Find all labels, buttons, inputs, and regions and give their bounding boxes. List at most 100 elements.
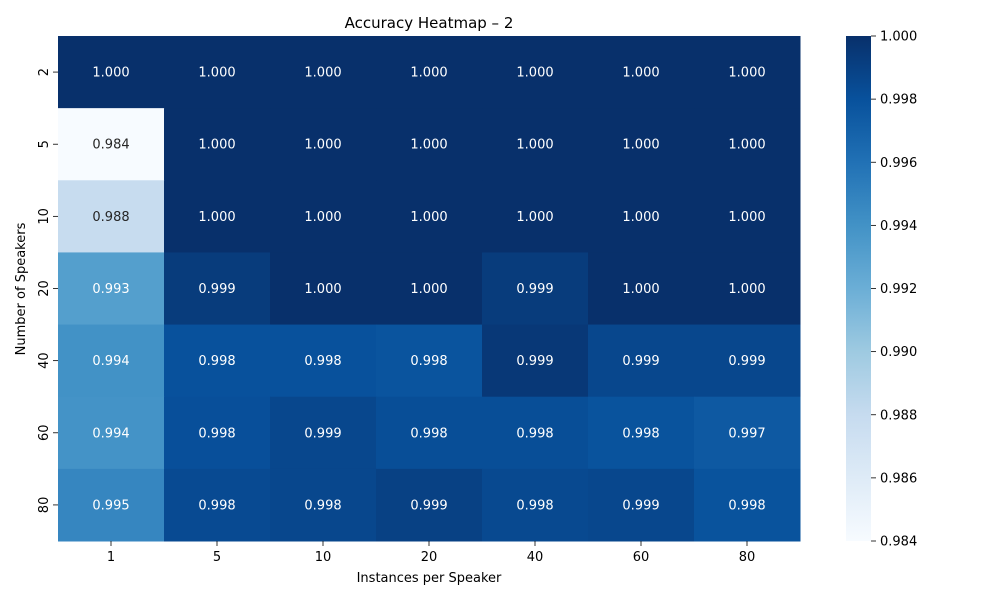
cell-value-label: 0.999 bbox=[622, 354, 659, 369]
heatmap-cell bbox=[482, 396, 589, 470]
y-tick-label: 5 bbox=[37, 140, 52, 148]
x-tick-label: 10 bbox=[315, 550, 332, 565]
heatmap-cell bbox=[694, 396, 801, 470]
cell-value-label: 0.998 bbox=[728, 498, 765, 513]
cell-value-label: 0.998 bbox=[410, 354, 447, 369]
cell-value-label: 1.000 bbox=[304, 66, 341, 81]
y-tick-label: 80 bbox=[37, 497, 52, 514]
cell-value-label: 0.988 bbox=[92, 210, 129, 225]
heatmap-cell bbox=[58, 180, 165, 253]
heatmap-cell bbox=[270, 36, 377, 109]
colorbar-tick-label: 0.984 bbox=[880, 535, 917, 550]
heatmap-cell bbox=[376, 180, 483, 253]
heatmap-cell bbox=[482, 324, 589, 398]
cell-value-label: 1.000 bbox=[410, 210, 447, 225]
heatmap-cell bbox=[164, 108, 271, 181]
y-tick-label: 10 bbox=[37, 208, 52, 225]
heatmap-cell bbox=[588, 180, 695, 253]
heatmap-cell bbox=[482, 108, 589, 181]
heatmap-cell bbox=[376, 324, 483, 398]
cell-value-label: 0.998 bbox=[410, 426, 447, 441]
y-tick-label: 20 bbox=[37, 280, 52, 297]
cell-value-label: 0.994 bbox=[92, 426, 129, 441]
cell-value-label: 1.000 bbox=[728, 66, 765, 81]
heatmap-cell bbox=[482, 180, 589, 253]
heatmap-cell bbox=[58, 36, 165, 109]
cell-value-label: 0.998 bbox=[516, 498, 553, 513]
cell-value-label: 1.000 bbox=[728, 138, 765, 153]
heatmap-cell bbox=[376, 36, 483, 109]
cell-value-label: 0.999 bbox=[410, 498, 447, 513]
y-axis-label: Number of Speakers bbox=[14, 222, 29, 355]
heatmap-cell bbox=[270, 468, 377, 542]
cell-value-label: 0.999 bbox=[516, 282, 553, 297]
x-tick-label: 60 bbox=[633, 550, 650, 565]
colorbar: 0.984 0.986 0.988 0.990 0.992 0.994 0.996 0.998… bbox=[846, 30, 917, 550]
cell-value-label: 1.000 bbox=[410, 138, 447, 153]
heatmap-cell bbox=[694, 36, 801, 109]
colorbar-tick-label: 1.000 bbox=[880, 30, 917, 45]
heatmap-cell bbox=[588, 36, 695, 109]
heatmap-cell bbox=[270, 396, 377, 470]
heatmap-cell bbox=[58, 108, 165, 181]
heatmap-cell bbox=[694, 252, 801, 326]
heatmap-cell bbox=[164, 180, 271, 253]
cell-value-label: 1.000 bbox=[728, 210, 765, 225]
y-tick-label: 2 bbox=[37, 68, 52, 76]
colorbar-tick-label: 0.986 bbox=[880, 471, 917, 486]
heatmap-cell bbox=[588, 468, 695, 542]
colorbar-tick-label: 0.990 bbox=[880, 345, 917, 360]
cell-value-label: 0.998 bbox=[622, 426, 659, 441]
colorbar-ticks: 0.984 0.986 0.988 0.990 0.992 0.994 0.996 0.998… bbox=[871, 30, 917, 550]
heatmap-cell bbox=[164, 396, 271, 470]
y-tick-label: 60 bbox=[37, 425, 52, 442]
heatmap-cell bbox=[58, 324, 165, 398]
cell-value-label: 0.998 bbox=[304, 498, 341, 513]
cell-value-label: 0.999 bbox=[516, 354, 553, 369]
cell-value-label: 0.994 bbox=[92, 354, 129, 369]
x-axis-ticks: 1 5 10 20 40 60 80 bbox=[107, 541, 755, 565]
cell-value-label: 1.000 bbox=[198, 210, 235, 225]
cell-value-label: 1.000 bbox=[622, 138, 659, 153]
x-axis-label: Instances per Speaker bbox=[357, 571, 502, 586]
cell-value-label: 0.998 bbox=[198, 426, 235, 441]
cell-value-label: 0.999 bbox=[728, 354, 765, 369]
heatmap-cell bbox=[164, 252, 271, 326]
heatmap-cell bbox=[376, 468, 483, 542]
heatmap-cell bbox=[588, 324, 695, 398]
cell-value-label: 1.000 bbox=[410, 66, 447, 81]
y-axis-ticks: 2 5 10 20 40 60 80 bbox=[37, 68, 58, 513]
chart-title: Accuracy Heatmap – 2 bbox=[345, 14, 514, 32]
heatmap-cell bbox=[58, 396, 165, 470]
colorbar-tick-label: 0.996 bbox=[880, 156, 917, 171]
heatmap-cell bbox=[588, 252, 695, 326]
cell-value-label: 1.000 bbox=[304, 210, 341, 225]
heatmap-cell bbox=[482, 468, 589, 542]
cell-value-label: 1.000 bbox=[728, 282, 765, 297]
cell-value-label: 1.000 bbox=[516, 138, 553, 153]
cell-value-label: 0.998 bbox=[198, 354, 235, 369]
heatmap-cell bbox=[376, 252, 483, 326]
heatmap-cell bbox=[164, 468, 271, 542]
heatmap-cell bbox=[694, 180, 801, 253]
heatmap-cell bbox=[376, 108, 483, 181]
cell-value-label: 1.000 bbox=[304, 282, 341, 297]
cell-value-label: 0.993 bbox=[92, 282, 129, 297]
cell-value-label: 1.000 bbox=[622, 210, 659, 225]
cell-value-label: 1.000 bbox=[622, 66, 659, 81]
heatmap-cell bbox=[588, 396, 695, 470]
cell-value-label: 0.998 bbox=[516, 426, 553, 441]
cell-value-label: 0.997 bbox=[728, 426, 765, 441]
colorbar-tick-label: 0.998 bbox=[880, 93, 917, 108]
cell-value-label: 0.984 bbox=[92, 138, 129, 153]
heatmap-cell bbox=[694, 468, 801, 542]
heatmap-cell bbox=[482, 252, 589, 326]
colorbar-tick-label: 0.992 bbox=[880, 282, 917, 297]
cell-value-label: 0.999 bbox=[622, 498, 659, 513]
x-tick-label: 80 bbox=[739, 550, 756, 565]
cell-value-label: 1.000 bbox=[198, 138, 235, 153]
cell-value-label: 1.000 bbox=[622, 282, 659, 297]
heatmap-cell bbox=[694, 324, 801, 398]
cell-value-label: 0.995 bbox=[92, 498, 129, 513]
heatmap-cells: 1.000 1.000 1.000 1.000 1.000 1.000 1.000 0.984… bbox=[58, 36, 801, 542]
